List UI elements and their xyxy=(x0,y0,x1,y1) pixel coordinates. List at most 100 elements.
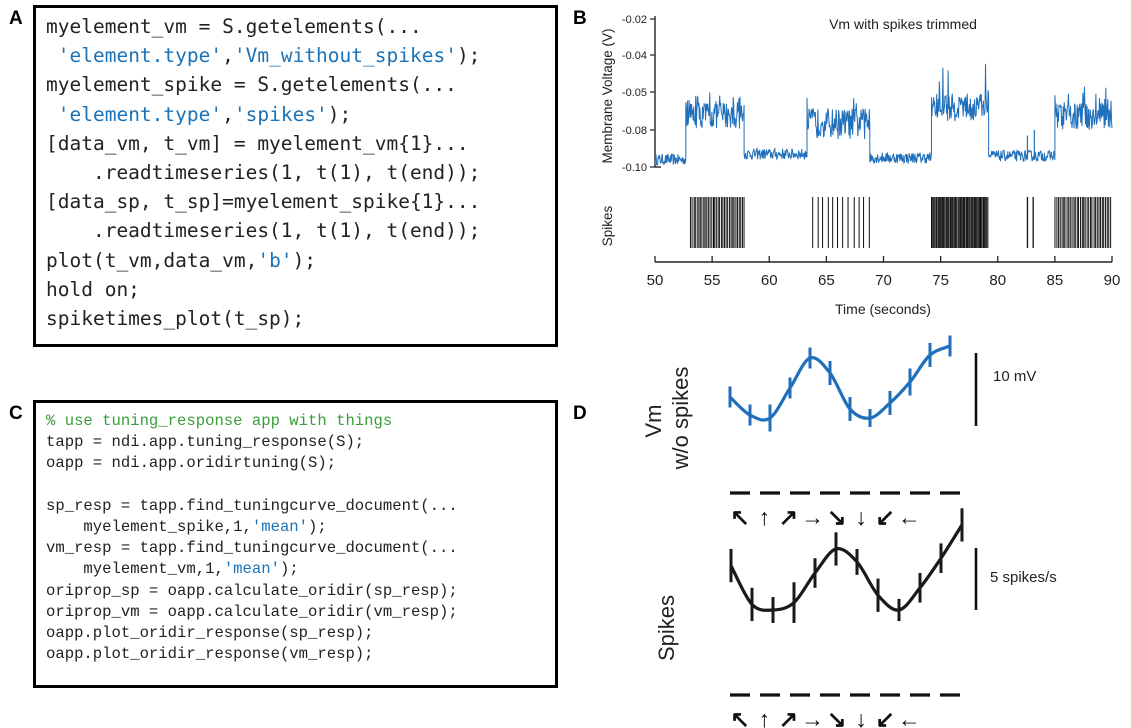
spike-tuning-ylabel: Spikes xyxy=(654,595,679,661)
code-line: [data_vm, t_vm] = myelement_vm{1}... xyxy=(46,129,555,158)
direction-arrow-icon: ← xyxy=(898,706,921,728)
code-line: sp_resp = tapp.find_tuningcurve_document… xyxy=(46,496,555,517)
code-line: vm_resp = tapp.find_tuningcurve_document… xyxy=(46,538,555,559)
code-line: myelement_vm,1,'mean'); xyxy=(46,559,555,580)
vm-y-tick-label: -0.04 xyxy=(622,50,647,62)
vm-y-tick-label: -0.10 xyxy=(622,162,647,174)
code-block-a: myelement_vm = S.getelements(... 'elemen… xyxy=(33,5,558,347)
code-text: ); xyxy=(308,518,327,536)
code-line: myelement_spike,1,'mean'); xyxy=(46,517,555,538)
direction-arrow-icon: ↘ xyxy=(827,706,846,728)
time-tick-label: 70 xyxy=(875,272,892,289)
code-text: oriprop_vm = oapp.calculate_oridir(vm_re… xyxy=(46,602,458,621)
code-text: myelement_vm = S.getelements(... xyxy=(46,15,422,38)
code-text: oapp.plot_oridir_response(vm_resp); xyxy=(46,645,374,664)
code-line: myelement_vm = S.getelements(... xyxy=(46,12,555,41)
vm-chart-ylabel: Membrane Voltage (V) xyxy=(600,28,615,163)
time-axis-label: Time (seconds) xyxy=(835,301,931,317)
code-text xyxy=(46,103,58,126)
code-string: 'b' xyxy=(257,248,293,272)
code-text: [data_sp, t_sp]=myelement_spike{1}... xyxy=(46,190,481,214)
code-line: 'element.type','spikes'); xyxy=(46,100,555,129)
direction-arrow-icon: ↗ xyxy=(779,706,798,728)
code-text: ); xyxy=(327,102,352,126)
code-text: spiketimes_plot(t_sp); xyxy=(46,307,305,331)
code-text: [data_vm, t_vm] = myelement_vm{1}... xyxy=(46,131,469,155)
vm-y-tick-label: -0.02 xyxy=(622,14,647,26)
time-tick-label: 85 xyxy=(1047,272,1064,289)
code-string: 'element.type' xyxy=(57,44,223,68)
time-tick-label: 60 xyxy=(761,272,778,289)
code-text: .readtimeseries(1, t(1), t(end)); xyxy=(46,219,481,243)
code-text: ); xyxy=(279,560,299,579)
code-text: myelement_spike = S.getelements(... xyxy=(46,73,457,97)
code-text: .readtimeseries(1, t(1), t(end)); xyxy=(46,161,481,185)
direction-arrow-icon: ↑ xyxy=(758,504,770,530)
code-text: hold on; xyxy=(46,277,140,301)
vm-tuning-ylabel-line2: w/o spikes xyxy=(668,367,693,471)
time-tick-label: 75 xyxy=(932,272,949,289)
spike-chart-ylabel: Spikes xyxy=(600,205,615,246)
tuning-fit-curve-spikes xyxy=(729,524,964,612)
code-line: myelement_spike = S.getelements(... xyxy=(46,70,555,99)
code-text: myelement_spike,1, xyxy=(46,518,252,536)
code-text: , xyxy=(222,44,234,68)
figure-d: Vm w/o spikes Spikes 10 mV 5 spikes/s ↖ ↑… xyxy=(641,335,1057,728)
code-string: 'mean' xyxy=(251,518,309,536)
code-line xyxy=(46,475,555,496)
direction-arrow-icon: ↘ xyxy=(827,504,846,530)
direction-arrow-icon: → xyxy=(801,504,824,530)
code-line: oapp.plot_oridir_response(sp_resp); xyxy=(46,623,555,644)
vm-scale-bar-label: 10 mV xyxy=(993,368,1036,385)
code-text xyxy=(46,44,58,67)
direction-arrow-icon: ↓ xyxy=(855,706,867,728)
time-tick-label: 80 xyxy=(989,272,1006,289)
vm-tuning-ylabel: Vm w/o spikes xyxy=(641,367,693,471)
code-text: , xyxy=(222,102,234,126)
code-text: vm_resp = tapp.find_tuningcurve_document… xyxy=(46,539,458,558)
direction-arrow-icon: ↗ xyxy=(779,504,798,530)
code-line: oapp.plot_oridir_response(vm_resp); xyxy=(46,644,555,665)
code-text: oapp.plot_oridir_response(sp_resp); xyxy=(46,624,374,643)
panel-label-a: A xyxy=(9,8,23,29)
direction-arrow-icon: ↖ xyxy=(730,504,749,530)
code-text: oriprop_sp = oapp.calculate_oridir(sp_re… xyxy=(46,581,458,600)
code-line: .readtimeseries(1, t(1), t(end)); xyxy=(46,216,555,245)
vm-tuning-ylabel-line1: Vm xyxy=(641,405,666,438)
code-line: oriprop_sp = oapp.calculate_oridir(sp_re… xyxy=(46,581,555,602)
direction-arrow-icon: ↙ xyxy=(876,504,895,530)
code-string: 'spikes' xyxy=(233,102,328,126)
code-line: [data_sp, t_sp]=myelement_spike{1}... xyxy=(46,187,555,216)
time-tick-label: 65 xyxy=(818,272,835,289)
code-line: .readtimeseries(1, t(1), t(end)); xyxy=(46,158,555,187)
direction-arrow-icon: ↑ xyxy=(758,706,770,728)
code-comment: % use tuning_response app with things xyxy=(46,412,393,430)
code-line: oriprop_vm = oapp.calculate_oridir(vm_re… xyxy=(46,602,555,623)
code-string: 'element.type' xyxy=(57,102,223,126)
code-line: oapp = ndi.app.oridirtuning(S); xyxy=(46,453,555,474)
direction-arrow-icon: ↖ xyxy=(730,706,749,728)
code-line: tapp = ndi.app.tuning_response(S); xyxy=(46,432,555,453)
panel-label-d: D xyxy=(573,403,587,424)
vm-y-tick-label: -0.05 xyxy=(622,87,647,99)
code-text: myelement_vm,1, xyxy=(46,560,224,579)
code-line: plot(t_vm,data_vm,'b'); xyxy=(46,246,555,275)
vm-y-tick-label: -0.08 xyxy=(622,125,647,137)
direction-arrow-icon: → xyxy=(801,706,824,728)
figure-b: Vm with spikes trimmed Membrane Voltage … xyxy=(600,14,1120,317)
code-line: spiketimes_plot(t_sp); xyxy=(46,304,555,333)
spike-scale-bar-label: 5 spikes/s xyxy=(990,569,1057,586)
time-tick-label: 55 xyxy=(704,272,721,289)
code-text: ); xyxy=(456,44,481,68)
code-text: oapp = ndi.app.oridirtuning(S); xyxy=(46,454,337,473)
code-string: 'mean' xyxy=(223,560,280,579)
code-text: ); xyxy=(292,248,317,272)
time-tick-label: 50 xyxy=(647,272,664,289)
tuning-fit-curve-vm xyxy=(728,344,951,422)
vm-chart-title: Vm with spikes trimmed xyxy=(829,16,977,32)
code-block-c: % use tuning_response app with things tap… xyxy=(33,400,558,688)
code-string: 'Vm_without_spikes' xyxy=(233,44,457,68)
panel-label-c: C xyxy=(9,403,23,424)
direction-arrow-icon: ← xyxy=(898,504,921,530)
code-line: hold on; xyxy=(46,275,555,304)
